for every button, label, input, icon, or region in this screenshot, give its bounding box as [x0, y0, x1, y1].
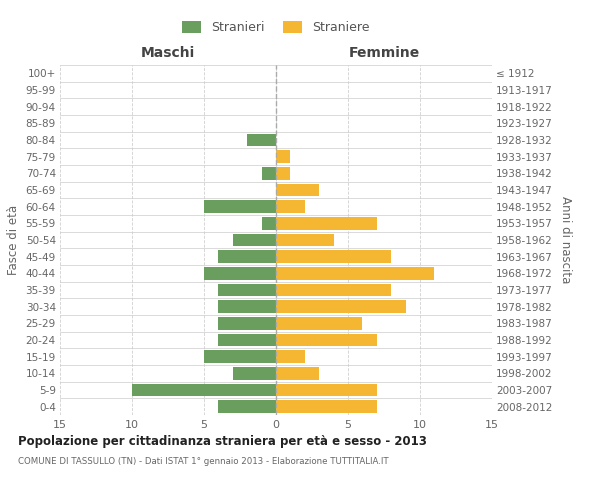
Bar [276, 367, 319, 380]
Bar [132, 384, 276, 396]
Bar [218, 317, 276, 330]
Bar [276, 167, 290, 179]
Bar [262, 167, 276, 179]
Bar [276, 184, 319, 196]
Bar [276, 217, 377, 230]
Bar [276, 234, 334, 246]
Bar [276, 284, 391, 296]
Bar [204, 350, 276, 363]
Bar [276, 350, 305, 363]
Bar [276, 334, 377, 346]
Y-axis label: Anni di nascita: Anni di nascita [559, 196, 572, 284]
Text: Femmine: Femmine [349, 46, 419, 60]
Bar [204, 200, 276, 213]
Bar [276, 384, 377, 396]
Bar [204, 267, 276, 280]
Bar [233, 367, 276, 380]
Bar [233, 234, 276, 246]
Bar [276, 200, 305, 213]
Bar [218, 284, 276, 296]
Bar [276, 300, 406, 313]
Text: Popolazione per cittadinanza straniera per età e sesso - 2013: Popolazione per cittadinanza straniera p… [18, 435, 427, 448]
Bar [262, 217, 276, 230]
Text: Maschi: Maschi [141, 46, 195, 60]
Bar [218, 334, 276, 346]
Text: COMUNE DI TASSULLO (TN) - Dati ISTAT 1° gennaio 2013 - Elaborazione TUTTITALIA.I: COMUNE DI TASSULLO (TN) - Dati ISTAT 1° … [18, 458, 389, 466]
Bar [276, 400, 377, 413]
Bar [218, 400, 276, 413]
Legend: Stranieri, Straniere: Stranieri, Straniere [178, 16, 374, 40]
Bar [218, 300, 276, 313]
Bar [276, 267, 434, 280]
Bar [247, 134, 276, 146]
Bar [218, 250, 276, 263]
Bar [276, 250, 391, 263]
Bar [276, 150, 290, 163]
Bar [276, 317, 362, 330]
Y-axis label: Fasce di età: Fasce di età [7, 205, 20, 275]
